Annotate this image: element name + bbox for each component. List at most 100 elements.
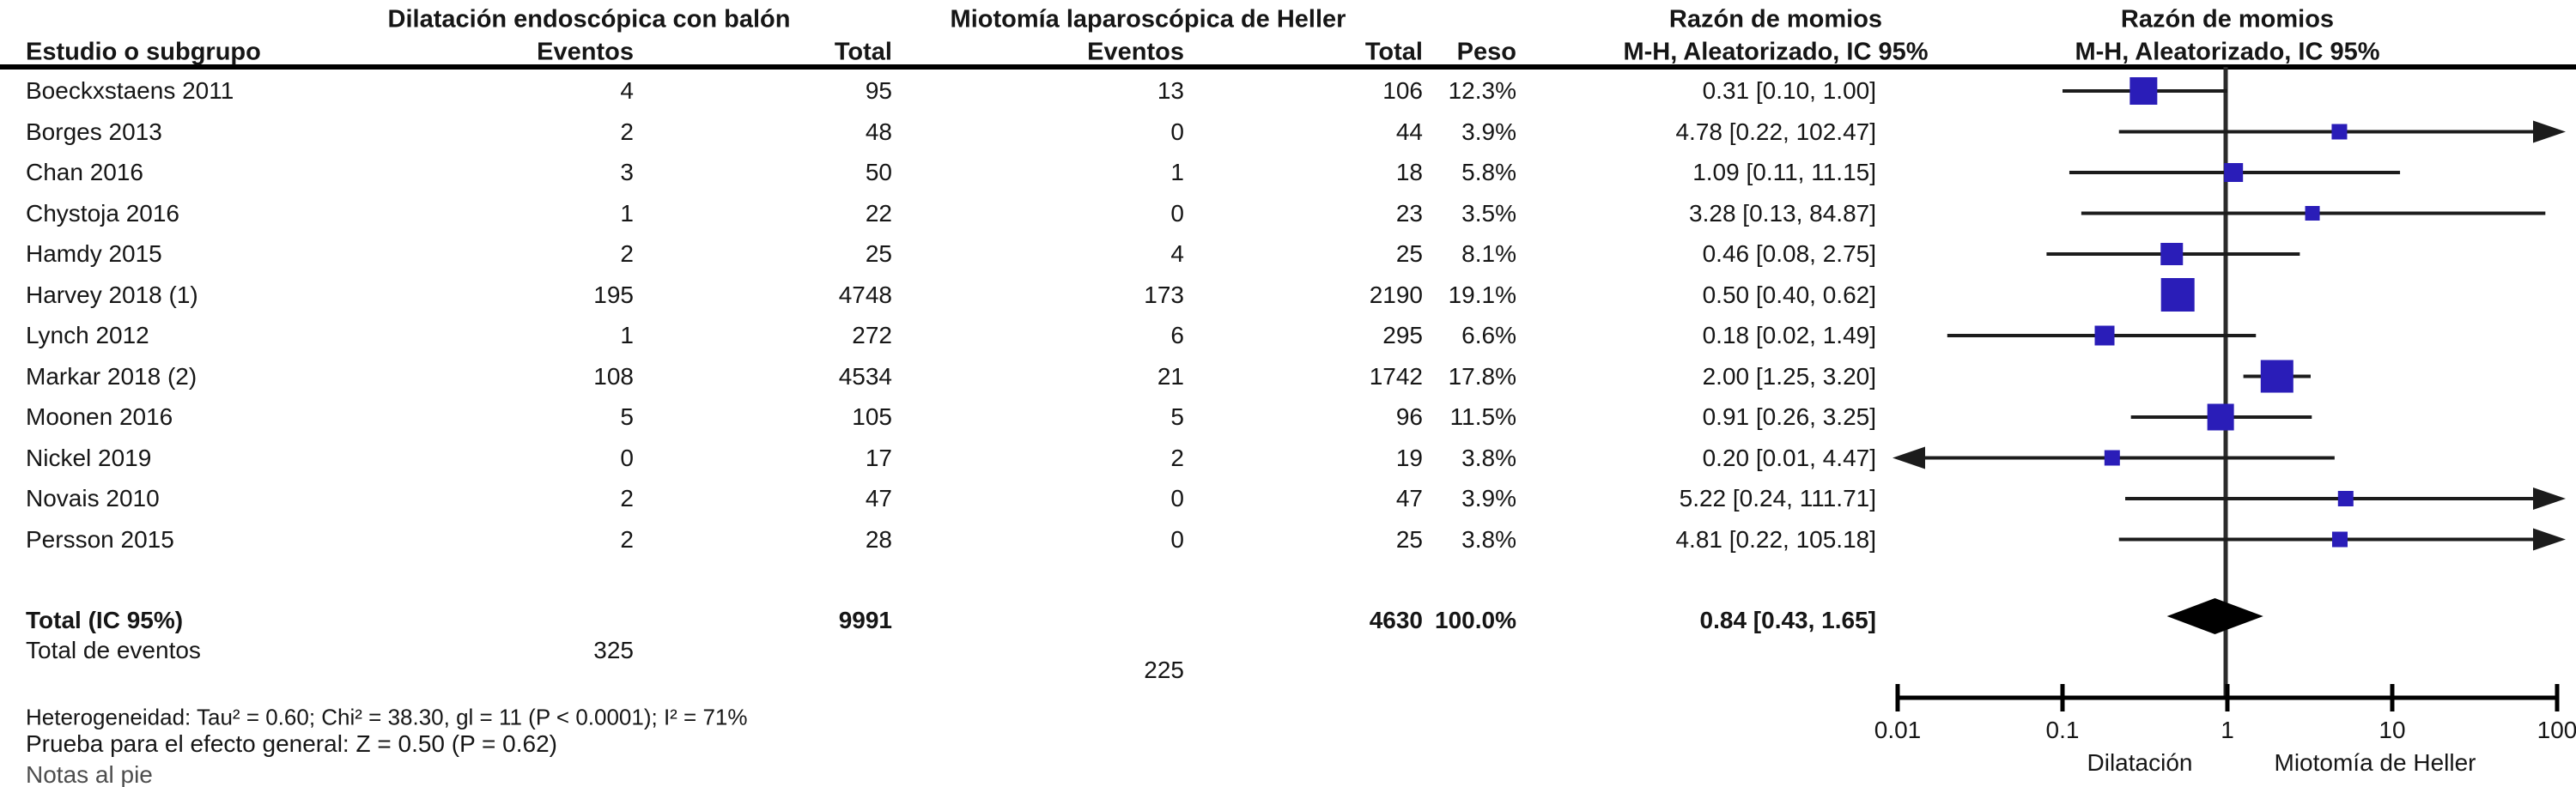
- study-weight: 3.8%: [1461, 525, 1516, 553]
- study-total2: 23: [1395, 199, 1423, 227]
- study-total2: 19: [1395, 444, 1423, 471]
- study-total1: 25: [865, 240, 892, 267]
- study-events2: 21: [1157, 362, 1184, 390]
- or-col-title-line2: M-H, Aleatorizado, IC 95%: [1623, 38, 1929, 66]
- study-name: Persson 2015: [26, 525, 174, 553]
- study-weight: 11.5%: [1449, 403, 1516, 430]
- or-marker-square: [2260, 360, 2293, 393]
- study-events1: 4: [620, 77, 634, 104]
- study-weight: 3.9%: [1461, 485, 1516, 512]
- study-events2: 0: [1170, 118, 1184, 145]
- study-ci-text: 0.31 [0.10, 1.00]: [1702, 77, 1876, 104]
- study-total1: 47: [865, 485, 892, 512]
- axis-tick-label: 100: [2537, 717, 2576, 743]
- study-total1: 105: [852, 403, 892, 430]
- study-name: Lynch 2012: [26, 322, 149, 348]
- study-col-header: Estudio o subgrupo: [26, 38, 261, 66]
- study-weight: 19.1%: [1448, 281, 1516, 308]
- study-name: Nickel 2019: [26, 444, 152, 471]
- or-marker-square: [2160, 243, 2184, 265]
- study-ci-text: 0.20 [0.01, 4.47]: [1702, 444, 1876, 471]
- total-diamond: [2166, 598, 2263, 634]
- study-events2: 2: [1170, 444, 1184, 471]
- study-weight: 8.1%: [1461, 240, 1516, 267]
- study-total1: 17: [865, 444, 892, 471]
- plot-col-title-line1: Razón de momios: [2120, 5, 2335, 33]
- footnote-text: Notas al pie: [26, 761, 153, 787]
- or-marker-square: [2331, 531, 2348, 548]
- events2-col-header: Eventos: [1087, 38, 1184, 66]
- study-events2: 0: [1170, 525, 1184, 553]
- study-events1: 195: [593, 281, 634, 308]
- total2-col-header: Total: [1364, 38, 1423, 66]
- study-total1: 50: [865, 159, 892, 185]
- study-total2: 295: [1382, 322, 1423, 348]
- study-total1: 4534: [838, 362, 892, 390]
- plot-col-title-line2: M-H, Aleatorizado, IC 95%: [2075, 38, 2380, 66]
- study-weight: 3.9%: [1461, 118, 1516, 145]
- study-ci-text: 4.81 [0.22, 105.18]: [1675, 525, 1876, 553]
- total-weight: 100.0%: [1435, 607, 1516, 633]
- study-name: Borges 2013: [26, 118, 162, 145]
- study-ci-text: 2.00 [1.25, 3.20]: [1702, 362, 1876, 390]
- study-weight: 6.6%: [1461, 322, 1516, 348]
- study-events1: 3: [620, 159, 634, 185]
- study-name: Moonen 2016: [26, 403, 173, 430]
- or-marker-square: [2129, 77, 2158, 105]
- study-ci-text: 4.78 [0.22, 102.47]: [1675, 118, 1876, 145]
- study-events1: 2: [620, 485, 634, 512]
- study-total2: 18: [1395, 159, 1423, 185]
- study-name: Markar 2018 (2): [26, 362, 197, 390]
- study-ci-text: 0.18 [0.02, 1.49]: [1702, 322, 1876, 348]
- study-events2: 173: [1144, 281, 1184, 308]
- study-events1: 1: [620, 322, 634, 348]
- study-name: Hamdy 2015: [26, 240, 162, 267]
- study-events1: 2: [620, 525, 634, 553]
- study-total1: 4748: [838, 281, 892, 308]
- study-ci-text: 0.50 [0.40, 0.62]: [1702, 281, 1876, 308]
- axis-tick-label: 0.1: [2045, 717, 2080, 743]
- study-total1: 28: [865, 525, 892, 553]
- study-total2: 44: [1395, 118, 1423, 145]
- axis-tick-label: 0.01: [1874, 717, 1922, 743]
- total-events-2: 225: [1144, 657, 1184, 683]
- study-total1: 48: [865, 118, 892, 145]
- weight-col-header: Peso: [1456, 38, 1516, 66]
- study-total1: 22: [865, 199, 892, 227]
- study-total2: 96: [1395, 403, 1423, 430]
- heterogeneity-text: Heterogeneidad: Tau² = 0.60; Chi² = 38.3…: [26, 704, 748, 730]
- total-events-1: 325: [593, 637, 634, 663]
- study-total2: 25: [1395, 240, 1423, 267]
- or-marker-square: [2331, 124, 2348, 140]
- total-ci-label: 0.84 [0.43, 1.65]: [1699, 607, 1876, 633]
- axis-tick-label: 10: [2379, 717, 2406, 743]
- study-name: Chystoja 2016: [26, 199, 180, 227]
- study-total2: 25: [1395, 525, 1423, 553]
- study-events1: 2: [620, 118, 634, 145]
- axis-tick-label: 1: [2221, 717, 2234, 743]
- study-total2: 106: [1382, 77, 1423, 104]
- study-ci-text: 0.46 [0.08, 2.75]: [1702, 240, 1876, 267]
- or-marker-square: [2224, 163, 2244, 182]
- study-events1: 5: [620, 403, 634, 430]
- overall-effect-text: Prueba para el efecto general: Z = 0.50 …: [26, 730, 557, 757]
- ci-arrow-right: [2533, 487, 2566, 510]
- group2-title: Miotomía laparoscópica de Heller: [950, 5, 1346, 33]
- study-ci-text: 5.22 [0.24, 111.71]: [1679, 485, 1876, 512]
- axis-label-right: Miotomía de Heller: [2274, 749, 2476, 776]
- study-events2: 0: [1170, 485, 1184, 512]
- study-ci-text: 1.09 [0.11, 11.15]: [1692, 159, 1876, 185]
- or-marker-square: [2207, 403, 2234, 431]
- study-total1: 95: [865, 77, 892, 104]
- ci-arrow-right: [2533, 120, 2566, 143]
- study-events2: 13: [1157, 77, 1184, 104]
- study-name: Novais 2010: [26, 485, 160, 512]
- or-marker-square: [2160, 278, 2195, 312]
- or-marker-square: [2104, 450, 2120, 466]
- study-total2: 47: [1395, 485, 1423, 512]
- study-events2: 6: [1170, 322, 1184, 348]
- study-events2: 5: [1170, 403, 1184, 430]
- study-events1: 0: [620, 444, 634, 471]
